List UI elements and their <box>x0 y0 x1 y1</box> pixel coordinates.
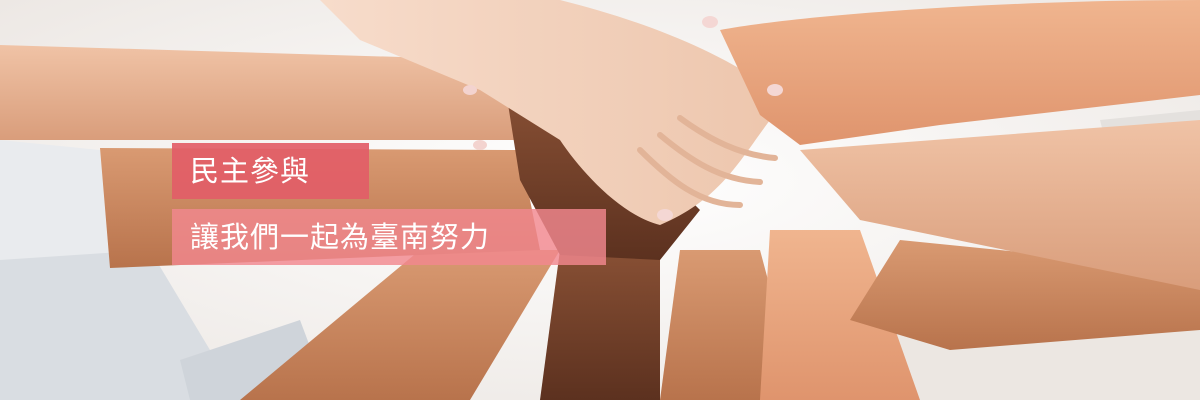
banner-title: 民主參與 <box>172 143 369 199</box>
banner-subtitle: 讓我們一起為臺南努力 <box>172 209 606 265</box>
